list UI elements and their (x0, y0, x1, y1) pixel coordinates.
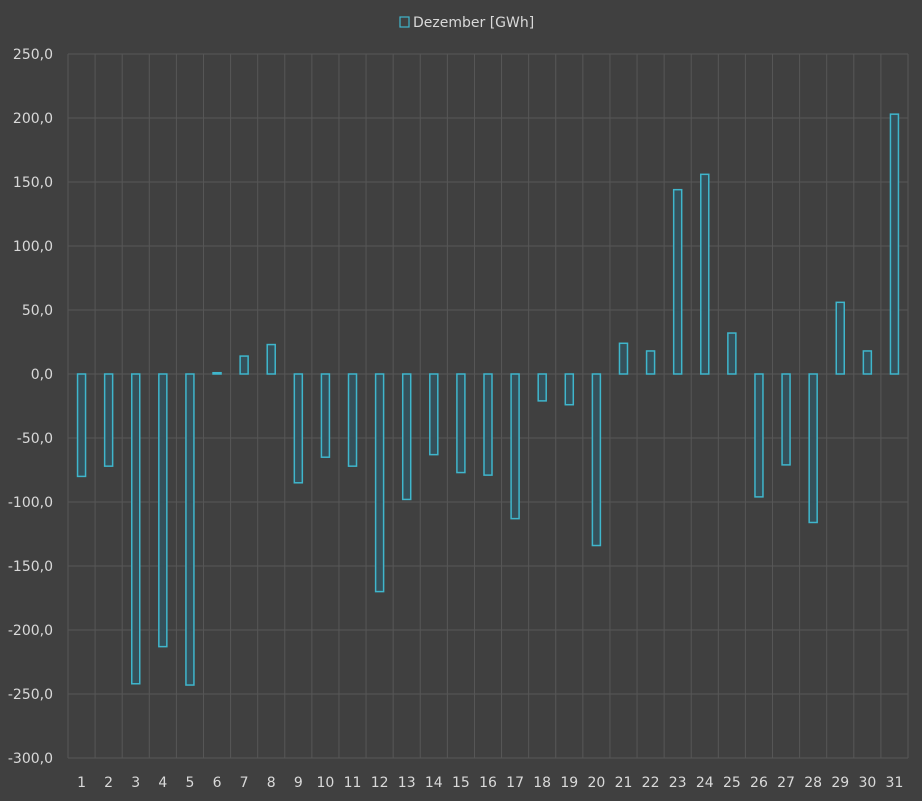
bar (835, 301, 846, 375)
x-tick-label: 7 (240, 775, 249, 791)
bar (483, 373, 493, 476)
x-tick-label: 14 (425, 775, 443, 791)
x-tick-label: 15 (452, 775, 470, 791)
grid-lines (67, 53, 909, 759)
bar (266, 343, 276, 375)
bar (103, 373, 114, 467)
bar (212, 371, 222, 375)
x-tick-label: 19 (560, 775, 578, 791)
bar (591, 373, 602, 547)
y-tick-label: -250,0 (8, 687, 53, 703)
y-tick-label: 50,0 (22, 303, 53, 319)
bar (781, 373, 791, 466)
y-tick-label: -300,0 (8, 751, 53, 767)
y-tick-label: -200,0 (8, 623, 53, 639)
x-tick-label: 2 (104, 775, 113, 791)
bar (808, 373, 818, 524)
bar (429, 373, 439, 456)
y-tick-label: 100,0 (13, 239, 53, 255)
x-tick-label: 5 (185, 775, 194, 791)
x-tick-label: 25 (723, 775, 741, 791)
bar (456, 373, 466, 474)
x-tick-label: 22 (642, 775, 660, 791)
bar (510, 373, 520, 520)
y-tick-label: 150,0 (13, 175, 53, 191)
x-tick-label: 28 (804, 775, 822, 791)
x-tick-label: 30 (858, 775, 876, 791)
x-tick-label: 6 (213, 775, 222, 791)
bar (239, 355, 249, 375)
x-tick-label: 21 (615, 775, 633, 791)
y-tick-label: -50,0 (17, 431, 53, 447)
legend-label: Dezember [GWh] (413, 15, 534, 31)
bar (700, 173, 710, 375)
bar (401, 373, 412, 501)
bar (672, 188, 683, 375)
bar (862, 350, 873, 375)
x-axis-ticks: 1 2 3 4 5 6 7 8 9 10 11 12 13 14 15 16 17 18 19 20 21 22 23 24 2… (77, 775, 903, 791)
x-tick-label: 17 (506, 775, 524, 791)
x-tick-label: 23 (669, 775, 687, 791)
bar (537, 373, 547, 402)
y-tick-label: -150,0 (8, 559, 53, 575)
bar (645, 350, 656, 375)
x-tick-label: 4 (158, 775, 167, 791)
bars (76, 113, 900, 686)
bar (374, 373, 385, 593)
bar (76, 373, 87, 478)
x-tick-label: 18 (533, 775, 551, 791)
bar (618, 342, 629, 375)
bar (564, 373, 575, 406)
x-tick-label: 12 (371, 775, 389, 791)
bar (889, 113, 900, 375)
x-tick-label: 9 (294, 775, 303, 791)
bar (320, 373, 331, 458)
y-tick-label: 200,0 (13, 111, 53, 127)
x-tick-label: 29 (831, 775, 849, 791)
bar (347, 373, 358, 467)
x-tick-label: 31 (886, 775, 904, 791)
bar (185, 373, 195, 686)
y-tick-label: -100,0 (8, 495, 53, 511)
bar (293, 373, 304, 484)
x-tick-label: 16 (479, 775, 497, 791)
bar (158, 373, 168, 648)
x-tick-label: 24 (696, 775, 714, 791)
y-tick-label: 250,0 (13, 47, 53, 63)
y-axis-ticks: 250,0 200,0 150,0 100,0 50,0 0,0 -50,0 -100,0 -1… (8, 47, 53, 767)
x-tick-label: 10 (317, 775, 335, 791)
y-tick-label: 0,0 (31, 367, 53, 383)
bar (754, 373, 764, 498)
legend: Dezember [GWh] (399, 15, 534, 31)
x-tick-label: 13 (398, 775, 416, 791)
x-tick-label: 3 (131, 775, 140, 791)
legend-swatch (399, 16, 410, 28)
x-tick-label: 1 (77, 775, 86, 791)
x-tick-label: 8 (267, 775, 276, 791)
x-tick-label: 27 (777, 775, 795, 791)
x-tick-label: 11 (344, 775, 362, 791)
x-tick-label: 26 (750, 775, 768, 791)
bar (130, 373, 141, 685)
bar (727, 332, 737, 375)
x-tick-label: 20 (587, 775, 605, 791)
